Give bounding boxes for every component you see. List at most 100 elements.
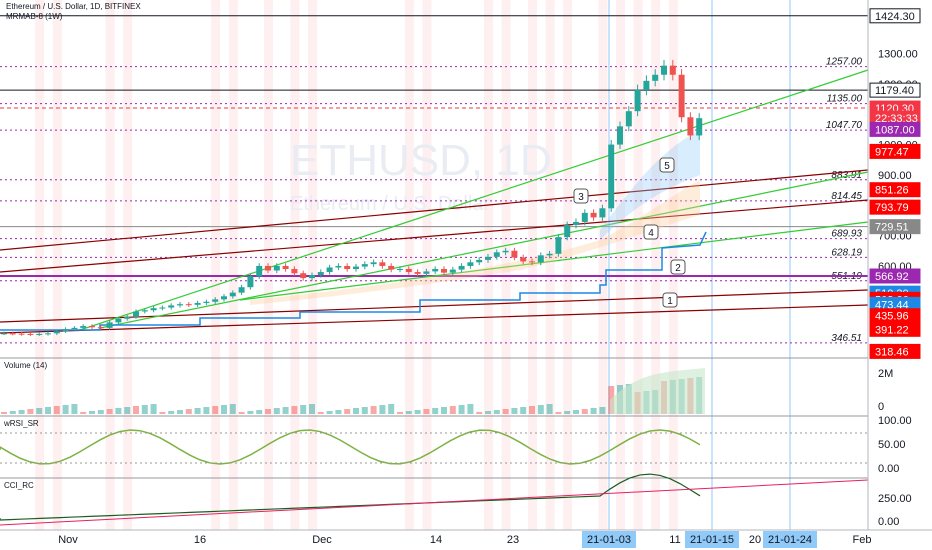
- session-shade: [501, 0, 511, 530]
- price-tick: 1300.00: [878, 49, 918, 61]
- candle-body: [282, 265, 289, 269]
- candle-body: [89, 326, 95, 328]
- volume-bar: [71, 404, 78, 414]
- candle-body: [212, 299, 219, 302]
- time-highlight-label: 21-01-24: [768, 534, 812, 546]
- trend-line: [79, 69, 869, 331]
- price-badge-label: 793.79: [875, 202, 909, 214]
- blue-band: [600, 130, 700, 240]
- volume-bar: [265, 409, 271, 414]
- candle-body: [247, 276, 254, 288]
- volume-bar: [581, 409, 588, 414]
- candle-body: [661, 65, 667, 75]
- candle-body: [185, 304, 192, 306]
- volume-bar: [45, 407, 51, 414]
- level-label: 1135.00: [827, 94, 863, 105]
- session-shade: [616, 0, 625, 530]
- pane-tick: 0: [878, 401, 884, 413]
- time-tick: 23: [507, 534, 519, 546]
- volume-bar: [185, 409, 192, 414]
- pane-tick: 100.00: [878, 415, 912, 427]
- callout-box: [573, 188, 589, 204]
- session-shade: [308, 0, 317, 530]
- volume-bar: [423, 409, 430, 414]
- candle-body: [502, 250, 509, 253]
- candle-body: [317, 272, 324, 276]
- candle-body: [458, 265, 465, 270]
- volume-bar: [309, 404, 315, 414]
- time-tick: 11: [669, 534, 680, 546]
- volume-bar: [564, 411, 571, 414]
- volume-bar: [53, 406, 60, 414]
- session-shade: [290, 0, 300, 530]
- candle-body: [599, 208, 606, 218]
- trend-line: [239, 221, 869, 301]
- price-badge-label: 1087.00: [875, 124, 915, 136]
- volume-bar: [458, 405, 465, 414]
- volume-bar: [555, 412, 562, 414]
- level-label: 689.93: [831, 229, 862, 240]
- session-shade: [545, 0, 555, 530]
- volume-bar: [467, 404, 474, 414]
- drawings-layer: 1257.00 1135.00 1047.70 883.91 814.45 689.93 6…: [0, 15, 869, 344]
- callouts-layer: 1 2 3 4 5: [573, 157, 686, 308]
- callout-box: [670, 259, 686, 275]
- candle-body: [608, 144, 615, 209]
- price-badge-label: 391.22: [875, 324, 909, 336]
- candle-body: [625, 111, 632, 127]
- level-label: 628.19: [831, 247, 862, 258]
- candles-layer: [1, 59, 703, 336]
- candle-body: [511, 250, 518, 258]
- candle-body: [617, 126, 623, 145]
- volume-bar: [388, 404, 395, 414]
- candle-body: [414, 272, 421, 274]
- callout-box: [662, 292, 678, 308]
- volume-bar: [124, 407, 131, 414]
- time-highlight: [582, 531, 636, 548]
- volume-bar: [573, 410, 579, 414]
- orange-band: [250, 180, 700, 305]
- time-tick: 20: [749, 534, 761, 546]
- price-axis: 400.00500.00600.00700.00800.00900.001000…: [867, 0, 932, 550]
- volume-bar: [511, 408, 518, 414]
- watermark-symbol: ETHUSD, 1D: [290, 136, 552, 185]
- volume-bar: [335, 410, 342, 414]
- level-label: 346.51: [831, 333, 862, 344]
- volume-bar: [177, 410, 183, 414]
- level-label: 1257.00: [826, 57, 863, 68]
- price-tick: 900.00: [878, 170, 912, 182]
- volume-bar: [106, 409, 113, 414]
- trend-line: [0, 289, 869, 323]
- volume-bar: [485, 411, 491, 414]
- rsi-line: [0, 429, 701, 465]
- volume-bar: [291, 406, 298, 414]
- candle-body: [273, 265, 280, 271]
- pane-tick: 250.00: [878, 493, 912, 505]
- symbol-header: Ethereum / U.S. Dollar, 1D, BITFINEX: [6, 2, 141, 11]
- pane-title: wRSI_SR: [3, 419, 39, 428]
- volume-bar: [150, 404, 157, 414]
- price-badge: [869, 121, 921, 137]
- session-shade: [422, 0, 432, 530]
- candle-body: [467, 262, 474, 266]
- candle-body: [194, 302, 201, 305]
- callout-box: [659, 157, 675, 173]
- price-badge-label: 729.51: [875, 222, 909, 234]
- trend-line: [99, 171, 869, 329]
- volume-bar: [361, 407, 368, 414]
- candle-body: [53, 331, 60, 334]
- volume-bar: [590, 408, 597, 414]
- price-badge: [869, 199, 921, 215]
- volume-bar: [212, 406, 219, 414]
- candle-body: [80, 326, 87, 328]
- pane-title: Volume (14): [4, 361, 47, 370]
- trend-line: [0, 169, 869, 251]
- volume-bar: [36, 408, 43, 414]
- candle-body: [106, 322, 113, 328]
- candle-body: [520, 257, 527, 262]
- volume-bar: [97, 410, 104, 414]
- candle-body: [124, 316, 131, 319]
- pane-title: CCI_RC: [4, 481, 34, 490]
- callout-box: [643, 224, 659, 240]
